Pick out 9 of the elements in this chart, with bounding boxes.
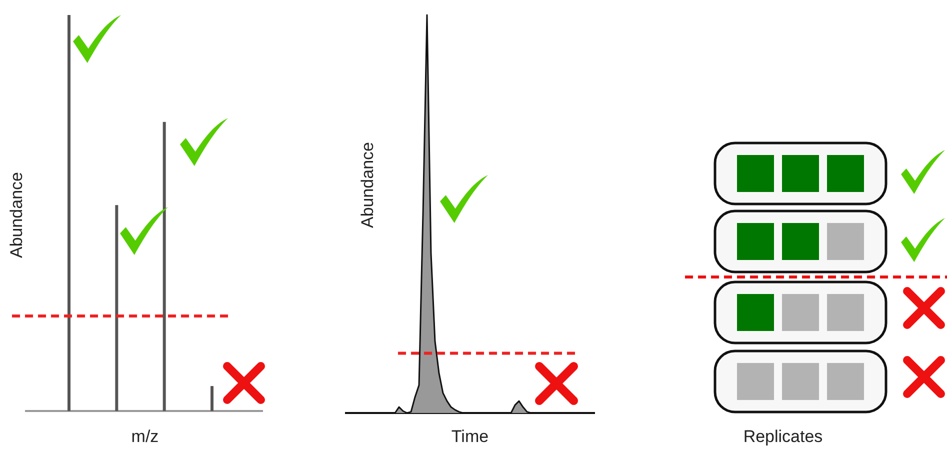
bar: [115, 205, 118, 411]
x-axis-title: m/z: [131, 427, 159, 446]
bar: [68, 15, 70, 411]
y-axis-title: Abundance: [7, 172, 26, 258]
bar: [162, 122, 166, 411]
x-axis-title: Time: [451, 427, 489, 446]
bar: [210, 386, 214, 411]
y-axis-title: Abundance: [358, 142, 377, 228]
text: Replicates: [743, 427, 823, 446]
